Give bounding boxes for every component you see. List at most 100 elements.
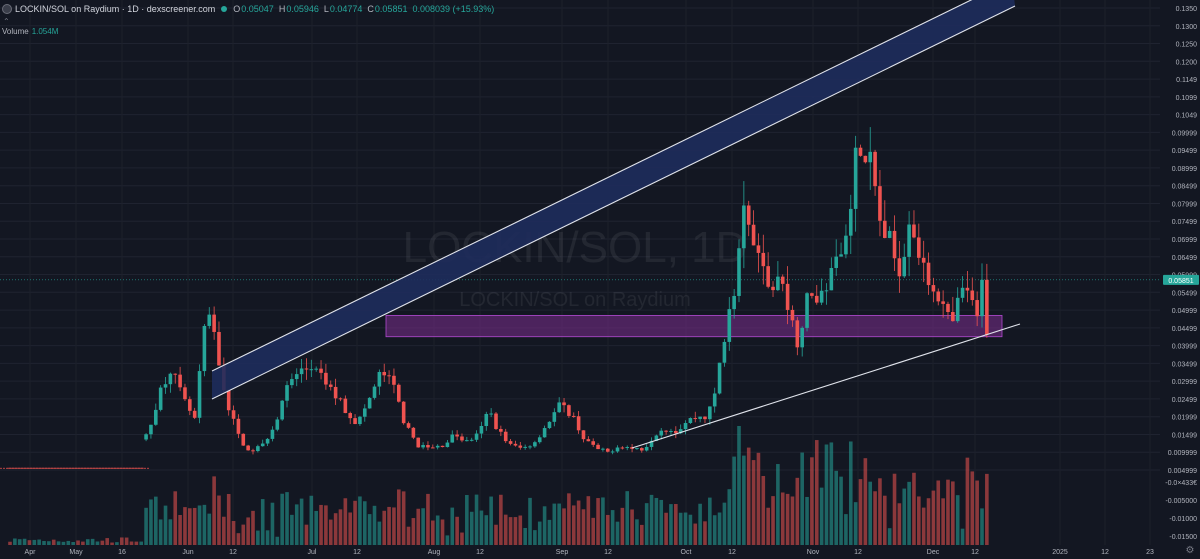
candle (878, 170, 882, 237)
candle (367, 397, 372, 409)
candle-body (445, 442, 450, 448)
support-zone (385, 315, 1003, 338)
candle-body (382, 371, 387, 376)
price-tick-label: 0.1149 (1176, 77, 1197, 84)
volume-bar (863, 458, 868, 545)
candle (985, 263, 989, 338)
candle-body (615, 447, 620, 452)
candle (149, 424, 153, 439)
volume-bar (664, 512, 668, 545)
volume-bar (722, 502, 727, 545)
candle-body (144, 434, 148, 440)
candle (814, 285, 819, 305)
candle-body (450, 434, 455, 443)
price-tick-label: 0.06499 (1172, 255, 1197, 262)
candle-body (970, 290, 975, 301)
candle (907, 211, 911, 277)
candle-body (586, 439, 591, 442)
price-tick-label: 0.06999 (1172, 237, 1197, 244)
candle-body (625, 447, 630, 449)
candle-body (824, 290, 829, 292)
volume-bar (508, 517, 513, 545)
candle-body (460, 436, 464, 441)
candle (649, 437, 654, 451)
volume-bar (946, 479, 950, 545)
volume-bar (377, 521, 382, 545)
volume-bar (805, 496, 809, 545)
candle (873, 149, 877, 196)
time-tick-label: 2025 (1052, 549, 1068, 556)
candle (853, 135, 858, 232)
candle-body (576, 416, 581, 431)
volume-bar (314, 510, 318, 545)
volume-bar (406, 526, 411, 545)
volume-bars (8, 425, 989, 545)
candle (343, 395, 348, 414)
gear-icon[interactable]: ⚙ (1185, 545, 1195, 556)
candle (387, 370, 391, 385)
candle (848, 194, 853, 254)
volume-legend: Volume 1.054M (2, 27, 58, 36)
symbol-title[interactable]: LOCKIN/SOL on Raydium · 1D · dexscreener… (15, 4, 216, 14)
candle-body (401, 401, 406, 424)
volume-bar (13, 538, 17, 545)
candle (780, 274, 785, 292)
candle-body (698, 416, 702, 419)
volume-bar (494, 524, 498, 545)
candle (508, 438, 513, 446)
candle-body (844, 235, 848, 255)
volume-bar (105, 538, 109, 545)
candle-body (484, 413, 489, 427)
volume-bar (71, 542, 75, 545)
candle (746, 200, 751, 237)
time-tick-label: 12 (229, 549, 237, 556)
candle-body (892, 230, 897, 259)
volume-bar (241, 524, 246, 545)
candle-body (217, 331, 221, 366)
candle-body (941, 301, 945, 304)
volume-bar (309, 495, 314, 545)
candle (912, 210, 916, 239)
candle-body (358, 416, 362, 425)
candle-body (212, 314, 216, 332)
candle-body (727, 309, 732, 342)
time-axis[interactable]: Apr May 16 Jun 12 Jul 12 Aug 12 Sep 12 Oct 12 Nov 12 De… (25, 549, 1154, 556)
candle-body (712, 393, 717, 407)
candle (576, 411, 581, 434)
volume-bar (902, 488, 907, 545)
price-tick-label: 0.01499 (1172, 432, 1197, 439)
close-value: 0.05851 (374, 4, 408, 14)
price-axis[interactable]: 0.1350 0.1300 0.1250 0.1200 0.1149 0.1099 0.10… (1163, 6, 1199, 541)
volume-bar (873, 491, 877, 545)
volume-bar (839, 476, 843, 545)
volume-bar (47, 541, 51, 545)
volume-bar (756, 452, 761, 545)
candle (800, 326, 804, 357)
candle (324, 363, 328, 390)
candle (494, 411, 498, 431)
candle (931, 277, 936, 303)
candle-body (800, 327, 804, 348)
candle (601, 447, 605, 452)
candle-body (226, 390, 231, 411)
chevron-up-icon[interactable]: ⌃ (3, 17, 10, 26)
candle-body (246, 445, 250, 451)
volume-bar (479, 510, 484, 545)
volume-bar (708, 497, 712, 545)
candle-body (693, 418, 698, 420)
time-tick-label: May (69, 549, 83, 556)
time-tick-label: 12 (353, 549, 361, 556)
candle (785, 266, 790, 325)
volume-bar (824, 444, 829, 545)
trend-drawings (211, 0, 1021, 449)
candle-body (654, 435, 659, 441)
volume-bar (397, 489, 401, 545)
volume-bar (226, 494, 231, 545)
volume-bar (640, 524, 644, 545)
candle-body (868, 151, 873, 163)
candle-body (270, 429, 275, 439)
candle-body (848, 208, 853, 236)
candle (664, 430, 668, 435)
volume-bar (712, 515, 717, 545)
